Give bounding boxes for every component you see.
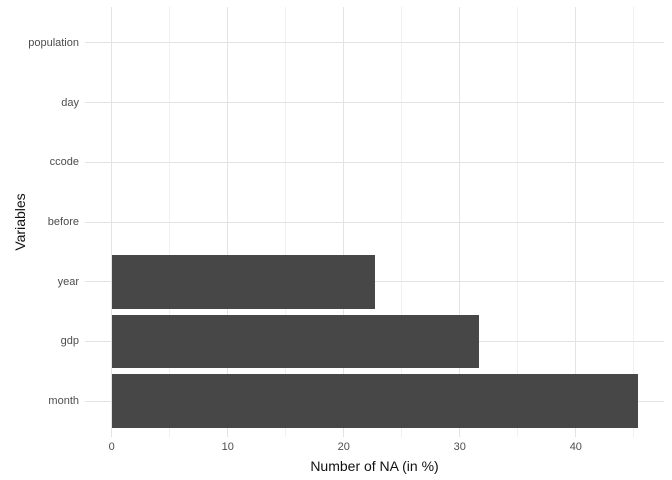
y-tick-label-population: population [28, 36, 79, 49]
gridline-row-day [85, 102, 664, 104]
gridline-row-before [85, 221, 664, 223]
y-tick-label-day: day [61, 96, 79, 109]
bar-month [111, 374, 639, 429]
gridline-row-ccode [85, 161, 664, 163]
y-tick-label-month: month [48, 395, 79, 408]
plot-panel [85, 7, 664, 437]
y-tick-label-gdp: gdp [60, 335, 79, 348]
x-tick-label-30: 30 [453, 441, 466, 453]
y-tick-label-before: before [47, 216, 79, 228]
x-axis-title: Number of NA (in %) [310, 458, 439, 474]
y-tick-label-year: year [57, 275, 79, 288]
bar-year [111, 254, 376, 309]
gridline-row-population [85, 42, 664, 44]
bar-gdp [111, 314, 480, 369]
x-tick-label-40: 40 [569, 441, 582, 453]
x-tick-label-10: 10 [221, 441, 234, 453]
x-tick-label-20: 20 [337, 441, 350, 453]
y-tick-label-ccode: ccode [49, 156, 79, 169]
x-tick-label-0: 0 [108, 441, 115, 453]
